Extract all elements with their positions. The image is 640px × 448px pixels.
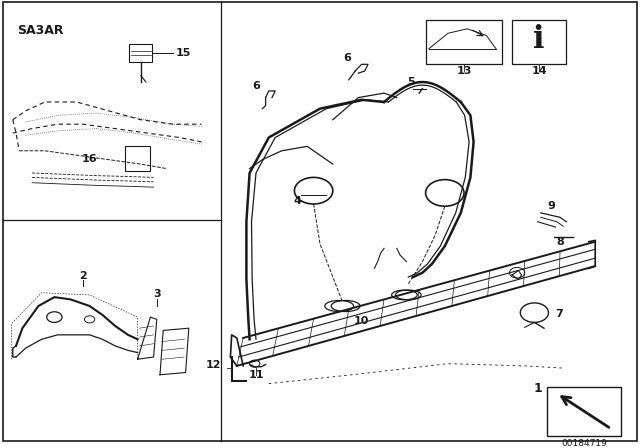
Text: 6: 6 [344,53,351,63]
Text: 00184719: 00184719 [561,439,607,448]
Text: 6: 6 [252,81,260,90]
Text: i: i [534,24,545,56]
Text: 12: 12 [205,360,221,370]
Text: 4: 4 [294,196,301,206]
Text: 13: 13 [456,66,472,76]
Text: 10: 10 [354,316,369,326]
Text: 16: 16 [82,154,97,164]
Text: 1: 1 [533,383,542,396]
Text: 9: 9 [548,201,556,211]
Text: 8: 8 [556,237,564,247]
Text: 7: 7 [556,309,563,319]
Bar [125,146,150,171]
Text: SA3AR: SA3AR [17,24,64,37]
Text: 14: 14 [531,66,547,76]
Text: 5: 5 [407,77,415,87]
Bar [426,20,502,65]
Bar [512,20,566,65]
Text: 11: 11 [248,370,264,380]
Bar [129,44,152,62]
Text: 15: 15 [176,48,191,58]
Text: 2: 2 [79,271,87,280]
Bar [547,387,621,435]
Text: 3: 3 [153,289,161,299]
